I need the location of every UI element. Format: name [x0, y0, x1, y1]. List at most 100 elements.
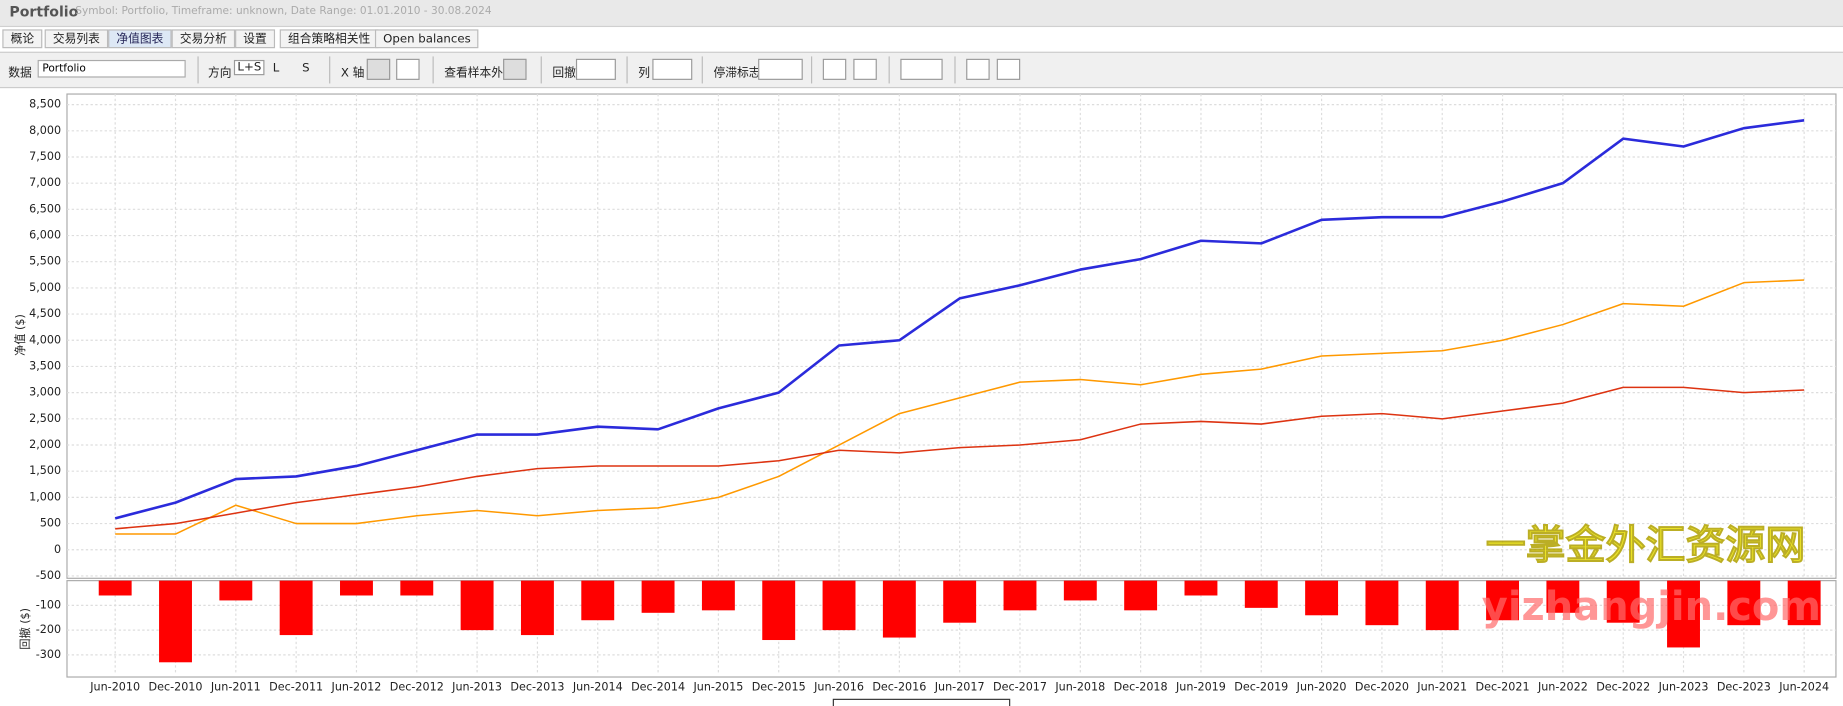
y-tick-label: 0 — [54, 543, 61, 556]
x-tick-label: Jun-2020 — [1296, 681, 1347, 694]
x-tick-label: Jun-2023 — [1658, 681, 1709, 694]
x-tick-label: Jun-2015 — [692, 681, 743, 694]
y-tick-label: 2,500 — [29, 412, 61, 425]
data-select[interactable]: Portfolio — [37, 59, 186, 78]
label: 停滞标志 — [713, 66, 761, 80]
icon-button[interactable] — [853, 58, 877, 80]
drawdown-bar — [1365, 580, 1399, 626]
x-tick-label: Dec-2016 — [872, 681, 926, 694]
equity-line — [115, 386, 1805, 530]
y-tick-label: -500 — [36, 569, 61, 582]
y-tick-label: 8,500 — [29, 98, 61, 111]
drawdown-bar — [159, 580, 192, 663]
separator — [811, 56, 813, 84]
y-tick-label: 3,500 — [29, 359, 61, 372]
drawdown-bar — [822, 580, 856, 631]
drawdown-bar — [1606, 580, 1640, 623]
x-tick-label: Dec-2012 — [390, 681, 444, 694]
y-tick-label: -300 — [36, 648, 61, 661]
label: 回撤 — [552, 66, 576, 80]
y-tick-label: -200 — [36, 623, 61, 636]
y-tick-label: 6,500 — [29, 202, 61, 215]
title-bar: Portfolio Symbol: Portfolio, Timeframe: … — [0, 0, 1843, 28]
x-tick-label: Dec-2018 — [1114, 681, 1168, 694]
x-tick-label: Jun-2014 — [572, 681, 623, 694]
y-tick-label: 1,000 — [29, 490, 61, 503]
toolbar: 数据 Portfolio 方向 L+S L S X 轴 查看样本外 回撤 列 停… — [0, 51, 1843, 89]
button[interactable]: L — [272, 62, 280, 76]
drawdown-bar — [701, 580, 735, 611]
y-tick-label: 7,500 — [29, 150, 61, 163]
y-tick-label: -100 — [36, 598, 61, 611]
tabs: 概论 交易列表 净值图表 交易分析 设置 组合策略相关性 Open balanc… — [0, 27, 1843, 51]
separator — [626, 56, 628, 84]
icon-button[interactable] — [996, 58, 1021, 80]
drawdown-bar — [279, 580, 313, 636]
x-tick-label: Dec-2021 — [1476, 681, 1530, 694]
icon-button[interactable] — [652, 58, 693, 80]
x-tick-label: Jun-2016 — [813, 681, 864, 694]
y-tick-label: 6,000 — [29, 229, 61, 242]
label: 查看样本外 — [444, 66, 504, 80]
drawdown-bar — [1667, 580, 1700, 648]
x-tick-label: Jun-2022 — [1537, 681, 1588, 694]
drawdown-bar — [641, 580, 675, 613]
icon-button[interactable] — [366, 58, 391, 80]
x-tick-label: Jun-2013 — [451, 681, 502, 694]
tab[interactable]: 概论 — [2, 29, 43, 49]
tab[interactable]: 交易分析 — [171, 29, 236, 49]
x-tick-label: Dec-2022 — [1596, 681, 1650, 694]
x-tick-label: Jun-2017 — [934, 681, 985, 694]
y-tick-label: 8,000 — [29, 124, 61, 137]
drawdown-bar — [1003, 580, 1037, 611]
x-tick-label: Jun-2018 — [1054, 681, 1105, 694]
x-tick-label: Dec-2014 — [631, 681, 685, 694]
tab[interactable]: 组合策略相关性 — [279, 29, 379, 49]
drawdown-bar — [1546, 580, 1580, 613]
button[interactable]: S — [302, 62, 310, 76]
drawdown-bar — [1486, 580, 1520, 621]
y-axis-label: 净值 ($) — [13, 314, 27, 356]
drawdown-bar — [1184, 580, 1218, 596]
x-tick-label: Jun-2024 — [1778, 681, 1829, 694]
y-tick-label: 4,000 — [29, 333, 61, 346]
x-tick-label: Dec-2013 — [510, 681, 564, 694]
drawdown-bar — [1244, 580, 1278, 608]
button[interactable]: L+S — [233, 59, 265, 76]
icon-button[interactable] — [966, 58, 990, 80]
tab[interactable]: 设置 — [235, 29, 276, 49]
y-tick-label: 5,500 — [29, 255, 61, 268]
tab[interactable]: 交易列表 — [44, 29, 109, 49]
separator — [540, 56, 542, 84]
x-tick-label: Dec-2015 — [752, 681, 806, 694]
drawdown-bar — [1727, 580, 1761, 626]
drawdown-bar — [1305, 580, 1339, 616]
y-tick-label: 500 — [40, 517, 61, 530]
separator — [329, 56, 331, 84]
y-tick-label: 3,000 — [29, 386, 61, 399]
drawdown-bar — [400, 580, 434, 596]
scrollbar[interactable] — [832, 698, 1011, 706]
x-tick-label: Dec-2010 — [148, 681, 202, 694]
icon-button[interactable] — [575, 58, 616, 80]
icon-button[interactable] — [822, 58, 847, 80]
y-axis-label: 回撤 ($) — [18, 608, 32, 650]
tab[interactable]: 净值图表 — [108, 29, 172, 49]
x-tick-label: Jun-2012 — [331, 681, 382, 694]
separator — [432, 56, 434, 84]
icon-button[interactable] — [503, 58, 527, 80]
drawdown-bar — [1425, 580, 1459, 631]
x-tick-label: Jun-2019 — [1175, 681, 1226, 694]
label: 数据 — [8, 66, 32, 80]
y-tick-label: 2,000 — [29, 438, 61, 451]
watermark: yizhangjin.com — [1482, 584, 1821, 630]
watermark: 一掌金外汇资源网 — [1486, 523, 1806, 569]
tab[interactable]: Open balances — [374, 29, 479, 49]
icon-button[interactable] — [900, 58, 943, 80]
icon-button[interactable] — [758, 58, 803, 80]
icon-button[interactable] — [396, 58, 420, 80]
x-tick-label: Jun-2010 — [89, 681, 140, 694]
drawdown-bar — [98, 580, 132, 596]
